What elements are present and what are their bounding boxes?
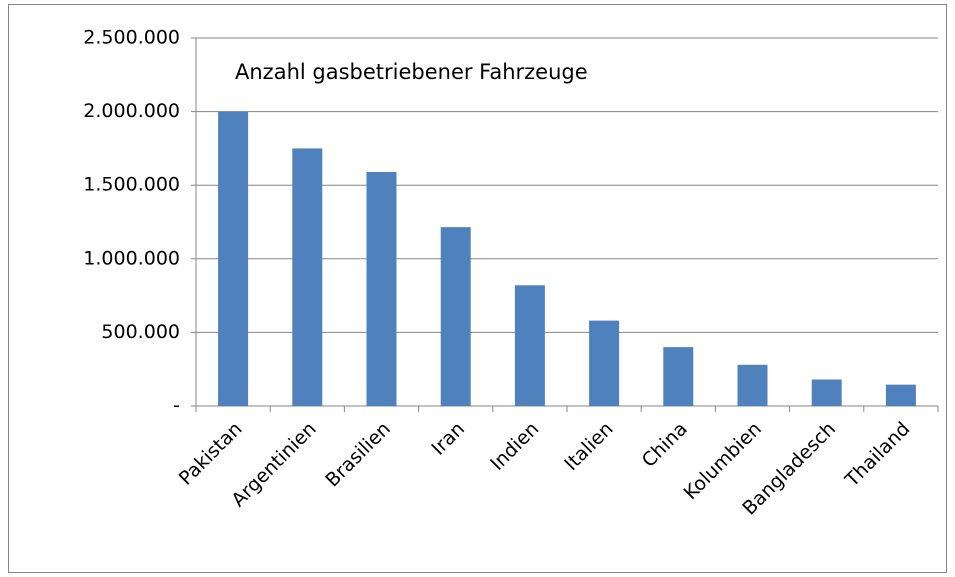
bar bbox=[663, 347, 694, 406]
y-tick-label: 2.500.000 bbox=[83, 27, 180, 49]
y-tick-label: - bbox=[173, 395, 180, 417]
y-tick-label: 1.000.000 bbox=[83, 247, 180, 269]
bar bbox=[811, 379, 842, 406]
y-tick-label: 1.500.000 bbox=[83, 174, 180, 196]
bar bbox=[737, 364, 768, 406]
chart-title: Anzahl gasbetriebener Fahrzeuge bbox=[235, 60, 588, 84]
bar bbox=[218, 111, 249, 406]
bar bbox=[292, 148, 323, 406]
y-tick-label: 500.000 bbox=[101, 321, 180, 343]
y-tick-label: 2.000.000 bbox=[83, 100, 180, 122]
bar bbox=[514, 285, 545, 406]
bar bbox=[589, 320, 620, 406]
bar bbox=[366, 171, 397, 406]
bar bbox=[885, 384, 916, 406]
bar bbox=[440, 227, 471, 406]
chart-border bbox=[8, 4, 947, 573]
